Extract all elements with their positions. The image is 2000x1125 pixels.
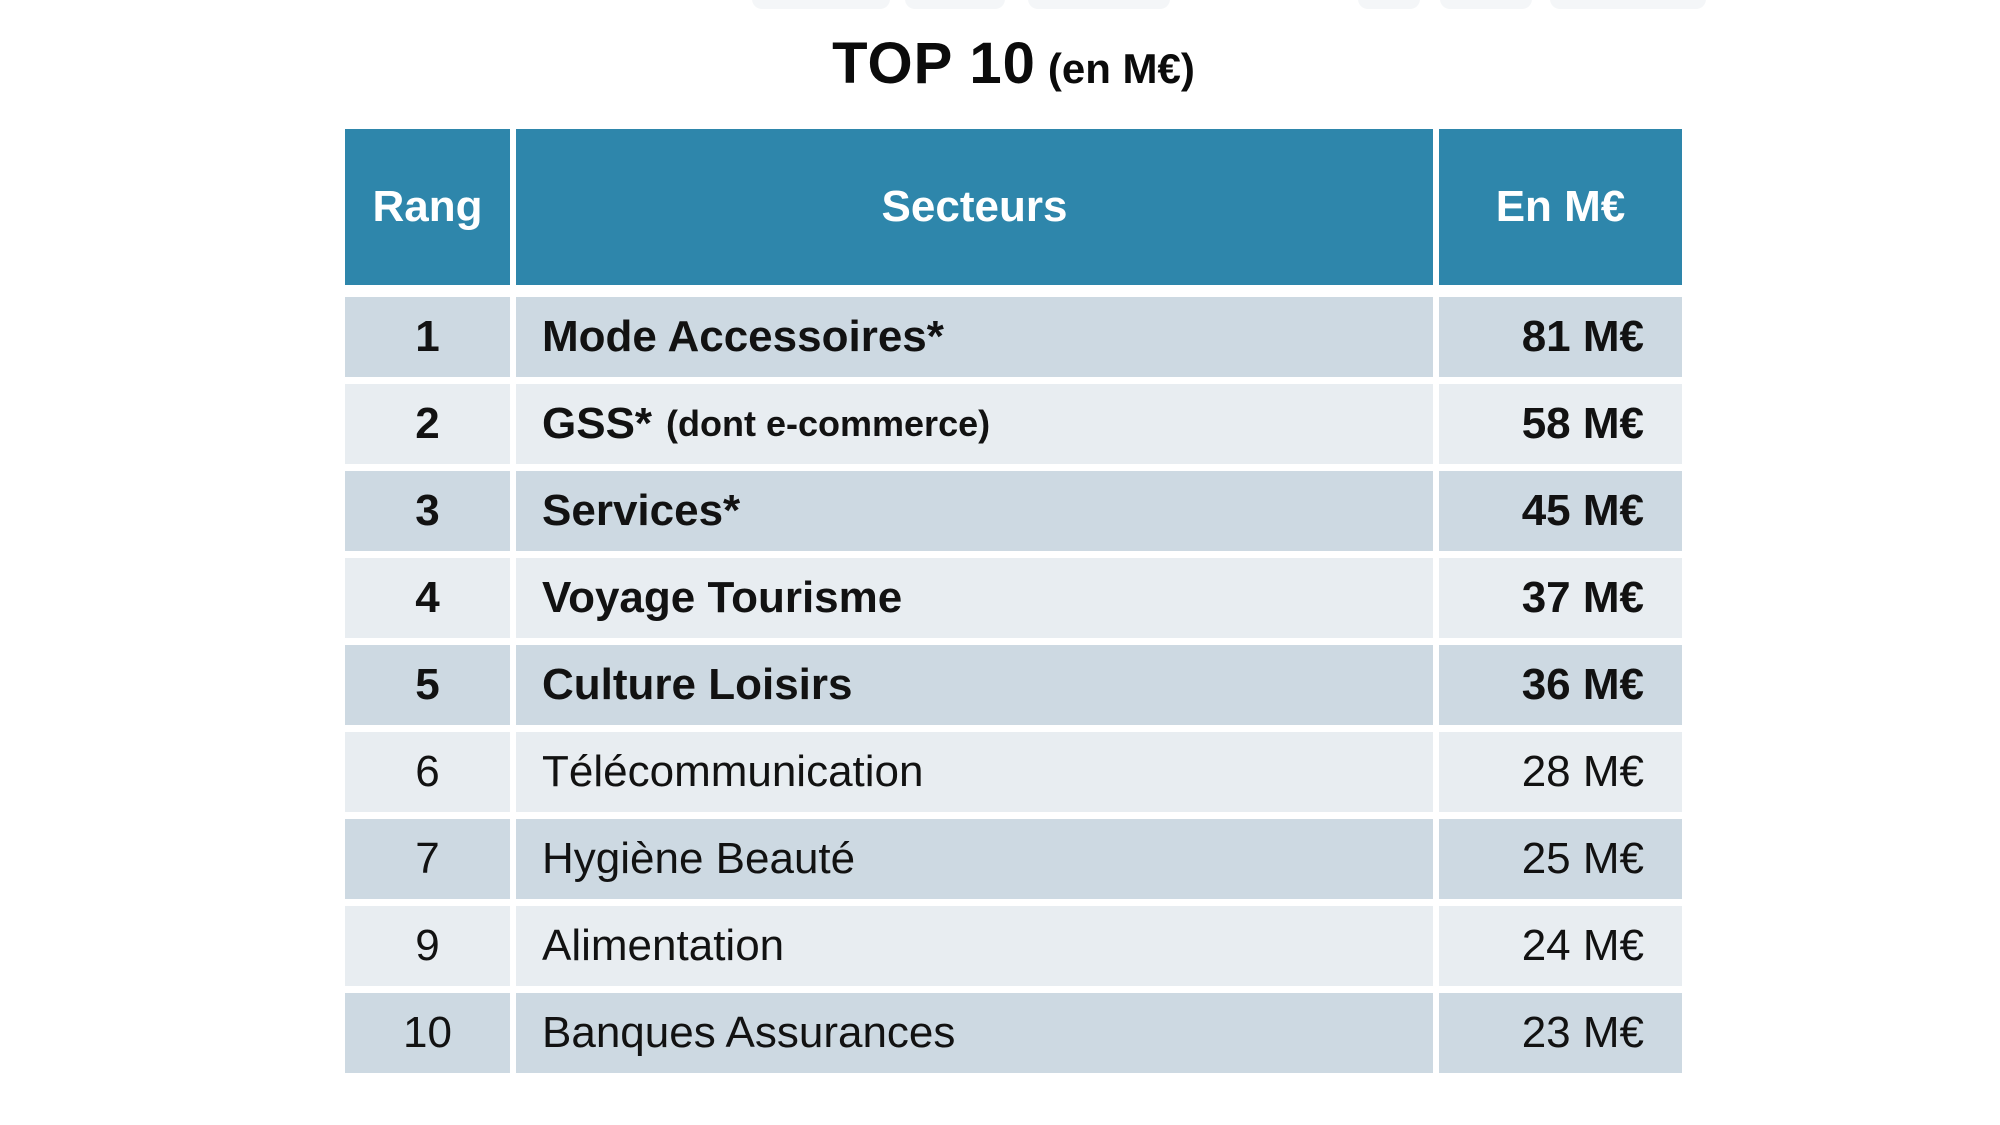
value-cell: 81 M€ [1439, 297, 1682, 377]
sector-name: Alimentation [542, 921, 785, 970]
table-body: 1 Mode Accessoires* 81 M€ 2 GSS* (dont e-… [345, 297, 1682, 1073]
table-row: 4 Voyage Tourisme 37 M€ [345, 558, 1682, 638]
table-row: 1 Mode Accessoires* 81 M€ [345, 297, 1682, 377]
rank-cell: 9 [345, 906, 510, 986]
page-title-main: TOP 10 [832, 31, 1036, 96]
rank-cell: 6 [345, 732, 510, 812]
rank-cell: 10 [345, 993, 510, 1073]
cutoff-tab-shape [1028, 0, 1170, 9]
sector-cell: Télécommunication [516, 732, 1433, 812]
sector-name: Services* [542, 486, 741, 535]
header-cell-sector: Secteurs [516, 129, 1433, 285]
rank-cell: 7 [345, 819, 510, 899]
value-cell: 23 M€ [1439, 993, 1682, 1073]
sector-name: GSS* [542, 399, 653, 448]
table-row: 3 Services* 45 M€ [345, 471, 1682, 551]
value-cell: 37 M€ [1439, 558, 1682, 638]
value-cell: 25 M€ [1439, 819, 1682, 899]
top10-table: Rang Secteurs En M€ 1 Mode Accessoires* … [345, 129, 1682, 1080]
value-cell: 58 M€ [1439, 384, 1682, 464]
table-row: 5 Culture Loisirs 36 M€ [345, 645, 1682, 725]
table-row: 7 Hygiène Beauté 25 M€ [345, 819, 1682, 899]
table-row: 2 GSS* (dont e-commerce) 58 M€ [345, 384, 1682, 464]
table-row: 6 Télécommunication 28 M€ [345, 732, 1682, 812]
sector-name: Banques Assurances [542, 1008, 956, 1057]
sector-name: Hygiène Beauté [542, 834, 856, 883]
cutoff-tab-shape [1440, 0, 1532, 9]
sector-name: Télécommunication [542, 747, 924, 796]
sector-name: Culture Loisirs [542, 660, 853, 709]
sector-cell: Hygiène Beauté [516, 819, 1433, 899]
table-row: 9 Alimentation 24 M€ [345, 906, 1682, 986]
cutoff-tab-shape [1358, 0, 1420, 9]
sector-cell: Banques Assurances [516, 993, 1433, 1073]
header-cell-value: En M€ [1439, 129, 1682, 285]
value-cell: 45 M€ [1439, 471, 1682, 551]
sector-cell: Alimentation [516, 906, 1433, 986]
sector-cell: Mode Accessoires* [516, 297, 1433, 377]
table-row: 10 Banques Assurances 23 M€ [345, 993, 1682, 1073]
rank-cell: 3 [345, 471, 510, 551]
cutoff-tab-shape [905, 0, 1005, 9]
cutoff-tab-shape [1550, 0, 1706, 9]
value-cell: 24 M€ [1439, 906, 1682, 986]
sector-note: (dont e-commerce) [666, 403, 991, 444]
value-cell: 36 M€ [1439, 645, 1682, 725]
sector-name: Mode Accessoires* [542, 312, 944, 361]
rank-cell: 1 [345, 297, 510, 377]
sector-name: Voyage Tourisme [542, 573, 903, 622]
header-cell-rank: Rang [345, 129, 510, 285]
sector-cell: Services* [516, 471, 1433, 551]
page-title: TOP 10 (en M€) [345, 30, 1682, 97]
table-header-row: Rang Secteurs En M€ [345, 129, 1682, 285]
sector-cell: GSS* (dont e-commerce) [516, 384, 1433, 464]
sector-cell: Voyage Tourisme [516, 558, 1433, 638]
cutoff-tab-shape [752, 0, 890, 9]
sector-cell: Culture Loisirs [516, 645, 1433, 725]
page-title-unit: (en M€) [1047, 45, 1195, 92]
value-cell: 28 M€ [1439, 732, 1682, 812]
rank-cell: 4 [345, 558, 510, 638]
rank-cell: 5 [345, 645, 510, 725]
rank-cell: 2 [345, 384, 510, 464]
